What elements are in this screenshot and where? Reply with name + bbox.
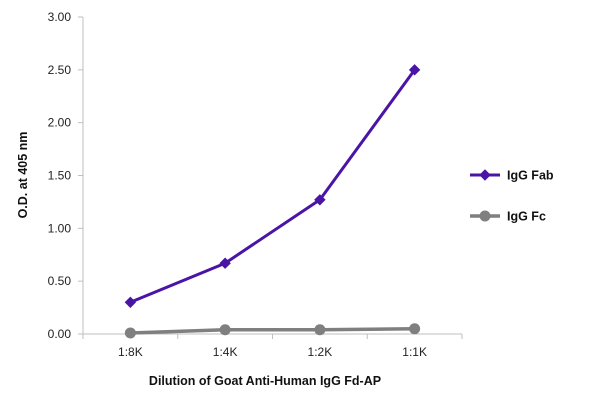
series-group: [124, 64, 421, 339]
y-tick-label: 0.50: [48, 274, 72, 288]
series-igg-fc: [124, 323, 421, 339]
data-point: [314, 324, 326, 336]
x-tick-label: 1:4K: [213, 345, 238, 359]
data-point: [124, 296, 137, 309]
y-tick-label: 3.00: [48, 10, 72, 24]
data-point: [219, 324, 231, 336]
data-point: [409, 323, 421, 335]
y-tick-label: 2.50: [48, 63, 72, 77]
x-tick-label: 1:1K: [402, 345, 427, 359]
y-axis-title: O.D. at 405 nm: [16, 132, 30, 219]
legend-marker: [479, 210, 491, 222]
data-point: [314, 194, 326, 206]
data-point: [219, 257, 231, 269]
axes: [78, 16, 463, 339]
y-tick-label: 1.50: [48, 169, 72, 183]
legend-marker: [479, 169, 491, 181]
data-point: [124, 327, 136, 339]
series-line: [130, 326, 415, 335]
legend-label: IgG Fab: [507, 169, 554, 183]
tick-labels: 0.00 0.50 1.00 1.50 2.00 2.50 3.00 1:8K 1:4K 1:2K…: [48, 10, 427, 359]
legend-item: IgG Fab: [470, 169, 554, 183]
legend-item: IgG Fc: [470, 210, 546, 224]
x-axis-title: Dilution of Goat Anti-Human IgG Fd-AP: [149, 374, 381, 388]
data-point: [408, 64, 421, 76]
y-tick-label: 1.00: [48, 221, 72, 235]
series-line: [129, 68, 416, 304]
series-igg-fab: [124, 64, 421, 309]
x-tick-label: 1:8K: [118, 345, 143, 359]
legend-label: IgG Fc: [507, 210, 546, 224]
legend: IgG Fab IgG Fc: [470, 169, 554, 224]
y-tick-label: 2.00: [48, 116, 72, 130]
x-tick-label: 1:2K: [308, 345, 333, 359]
y-tick-label: 0.00: [48, 327, 72, 341]
